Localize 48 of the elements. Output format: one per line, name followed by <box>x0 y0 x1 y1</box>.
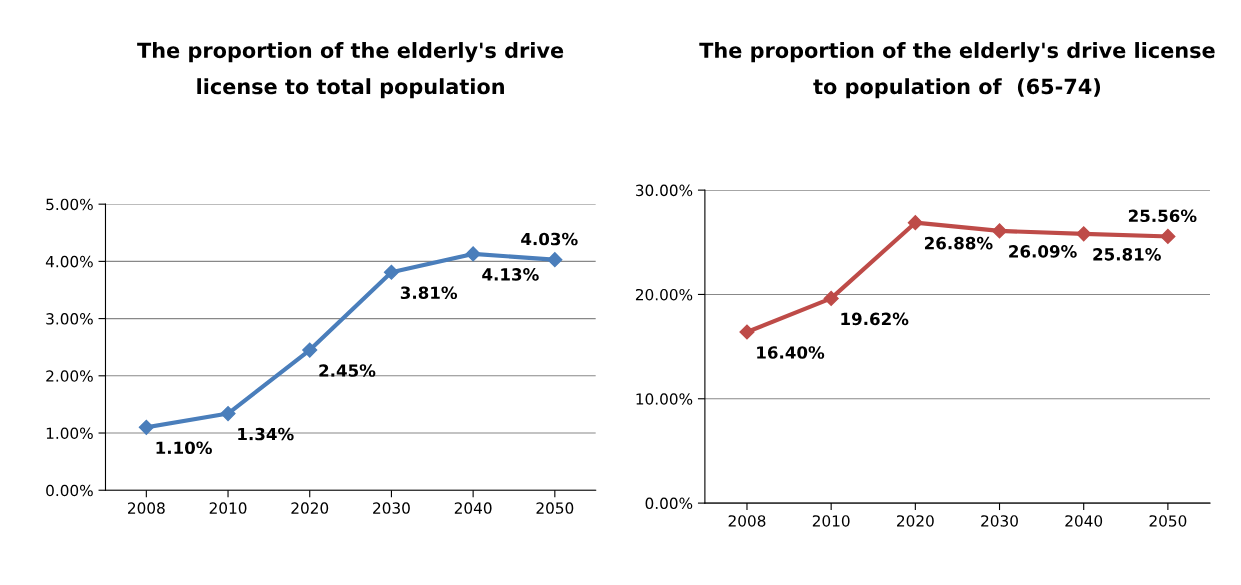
data-label: 26.09% <box>1009 245 1077 258</box>
x-tick-label: 2040 <box>454 502 492 514</box>
data-label: 1.34% <box>238 427 294 441</box>
x-tick-label: 2040 <box>1065 515 1103 527</box>
data-label: 1.10% <box>156 441 212 455</box>
point <box>823 290 839 306</box>
y-tick-label: 10.00% <box>636 393 693 405</box>
data-label: 4.03% <box>521 232 578 246</box>
y-tick-label: 2.00% <box>46 370 93 382</box>
y-tick-label: 1.00% <box>46 427 93 440</box>
chart-title: The proportion of the elderly's drive license to population of (65-74) <box>699 42 1215 99</box>
point <box>1076 226 1092 242</box>
point <box>739 324 755 340</box>
point <box>465 246 481 262</box>
point <box>220 405 236 422</box>
x-tick-label: 2008 <box>728 515 766 527</box>
data-label: 2.45% <box>319 364 376 377</box>
data-label: 19.62% <box>841 312 909 326</box>
point <box>302 342 318 358</box>
data-label: 16.40% <box>757 346 825 359</box>
point <box>138 419 154 435</box>
chart-title: The proportion of the elderly's drive license to total population <box>137 42 564 99</box>
data-label: 25.81% <box>1093 248 1161 261</box>
data-label: 26.88% <box>924 236 993 250</box>
y-tick-label: 3.00% <box>46 313 93 325</box>
y-tick-label: 30.00% <box>635 184 693 197</box>
x-tick-label: 2020 <box>291 502 329 514</box>
y-tick-label: 4.00% <box>45 255 93 268</box>
point <box>907 215 923 231</box>
y-tick-label: 20.00% <box>635 288 693 301</box>
data-label: 25.56% <box>1128 209 1197 223</box>
data-label: 4.13% <box>482 268 539 281</box>
point <box>991 223 1008 239</box>
point <box>547 252 563 268</box>
y-tick-label: 0.00% <box>46 484 93 497</box>
x-tick-label: 2010 <box>812 515 850 527</box>
point <box>383 264 400 280</box>
y-tick-label: 0.00% <box>645 497 693 510</box>
x-tick-label: 2030 <box>373 502 410 514</box>
data-label: 3.81% <box>400 286 458 300</box>
x-tick-label: 2008 <box>128 502 165 514</box>
point <box>1160 228 1176 245</box>
x-tick-label: 2050 <box>1149 515 1187 527</box>
y-tick-label: 5.00% <box>46 198 93 211</box>
x-tick-label: 2010 <box>209 502 247 514</box>
x-tick-label: 2020 <box>897 515 934 527</box>
x-tick-label: 2030 <box>981 515 1018 527</box>
x-tick-label: 2050 <box>536 502 574 514</box>
